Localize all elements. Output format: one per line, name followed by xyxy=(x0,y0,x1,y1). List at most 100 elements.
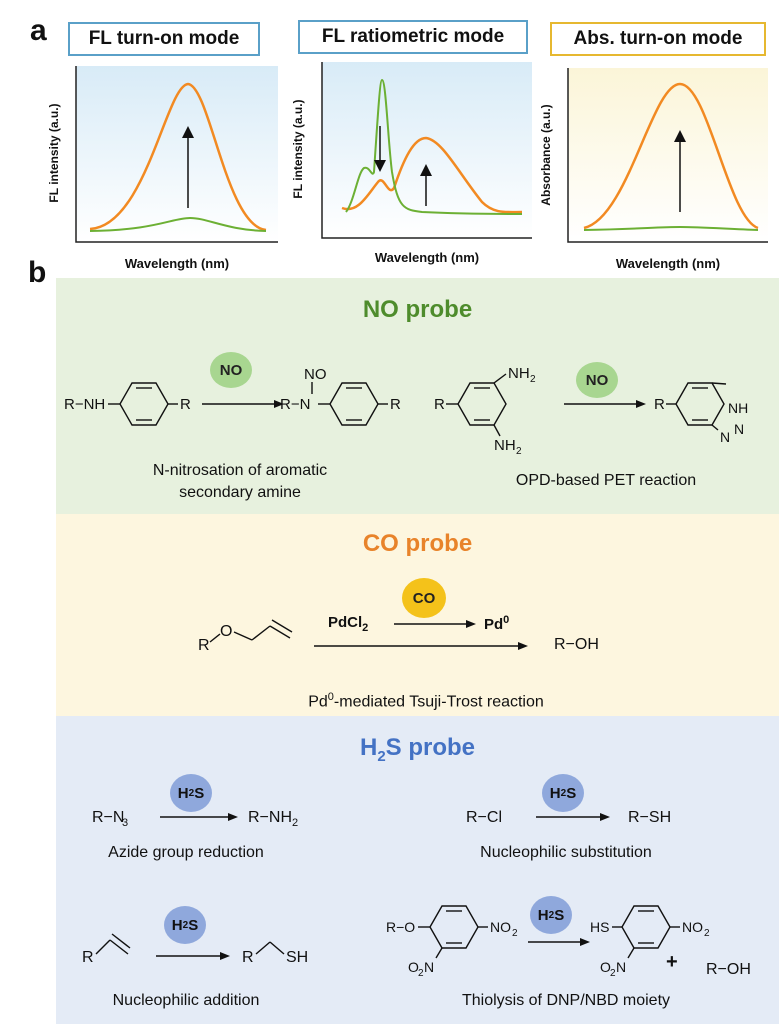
svg-text:R: R xyxy=(654,396,665,413)
svg-text:2: 2 xyxy=(530,374,536,385)
co-pd0: Pd0 xyxy=(484,614,510,633)
plot-fl-ratiometric xyxy=(321,62,532,239)
svg-text:R−OH: R−OH xyxy=(706,961,751,978)
no-r1-reactant-rnh: R−NH xyxy=(64,396,105,413)
svg-text:N: N xyxy=(734,421,744,437)
svg-text:R: R xyxy=(82,949,94,966)
no-probe-title: NO probe xyxy=(362,296,473,323)
svg-text:R: R xyxy=(434,396,445,413)
svg-text:HS: HS xyxy=(590,919,609,935)
svg-text:2: 2 xyxy=(418,968,424,979)
svg-text:SH: SH xyxy=(286,949,308,966)
h2s-caption-substitution: Nucleophilic substitution xyxy=(480,844,652,861)
no-caption-1-line-1: N-nitrosation of aromatic xyxy=(152,462,328,479)
svg-text:R−O: R−O xyxy=(386,919,415,935)
svg-text:N: N xyxy=(616,959,626,975)
h2s-caption-thiolysis: Thiolysis of DNP/NBD moiety xyxy=(461,992,671,1009)
plot-1-orange-curve xyxy=(89,82,267,232)
no-bubble-2: NO xyxy=(576,362,618,398)
no-r2-benzotriazole xyxy=(675,382,725,426)
panel-b-letter: b xyxy=(28,256,47,289)
svg-text:N: N xyxy=(720,429,730,445)
no-probe-section: NO probe NO NO R−NH R R−N NO R xyxy=(56,278,779,514)
co-probe-title: CO probe xyxy=(362,530,473,557)
no-r2-benzene-1 xyxy=(457,382,507,426)
co-caption: Pd0-mediated Tsuji-Trost reaction xyxy=(308,691,544,711)
h2s-caption-azide: Azide group reduction xyxy=(108,844,264,861)
h2s-reaction-schemes: R−N 3 R−NH 2 R−Cl R−SH R R SH R−O xyxy=(82,809,751,979)
svg-text:O: O xyxy=(220,623,232,640)
no-reaction-schemes: R−NH R R−N NO R R xyxy=(64,365,748,457)
plot-3-up-arrowhead xyxy=(674,130,686,142)
svg-text:R−N: R−N xyxy=(92,809,124,826)
plot-fl-turn-on xyxy=(75,66,278,243)
plot-2-up-arrowhead xyxy=(420,164,432,176)
svg-text:R−SH: R−SH xyxy=(628,809,671,826)
plot-abs-turn-on xyxy=(567,68,768,243)
plot-1-axes xyxy=(75,66,278,243)
h2s-caption-addition: Nucleophilic addition xyxy=(112,992,260,1009)
plot-1-green-curve xyxy=(89,216,267,232)
svg-text:2: 2 xyxy=(704,928,710,939)
no-r1-benzene-2 xyxy=(329,382,379,426)
svg-text:NO: NO xyxy=(682,919,703,935)
plot-1-xlabel: Wavelength (nm) xyxy=(124,256,230,271)
plot-2-green-curve xyxy=(345,78,523,215)
plot-3-background xyxy=(568,68,768,242)
plot-2-xlabel: Wavelength (nm) xyxy=(374,250,480,265)
svg-text:2: 2 xyxy=(512,928,518,939)
co-product: R−OH xyxy=(554,636,599,653)
no-caption-1: N-nitrosation of aromatic secondary amin… xyxy=(110,460,370,504)
plot-2-background xyxy=(322,62,532,238)
svg-text:NH: NH xyxy=(728,400,748,416)
no-caption-1-line-2: secondary amine xyxy=(179,484,301,501)
svg-text:2: 2 xyxy=(516,446,522,457)
co-reagent: PdCl2 xyxy=(328,614,369,634)
svg-text:R: R xyxy=(198,637,210,654)
plot-1-background xyxy=(76,66,278,242)
svg-text:N: N xyxy=(424,959,434,975)
plot-3-axes xyxy=(567,68,768,243)
no-bubble-1: NO xyxy=(210,352,252,388)
svg-text:R: R xyxy=(390,396,401,413)
panel-a-letter: a xyxy=(30,14,47,47)
svg-text:O: O xyxy=(408,959,419,975)
plot-1-ylabel: FL intensity (a.u.) xyxy=(47,103,61,203)
plot-3-orange-curve xyxy=(583,82,759,230)
svg-text:NO: NO xyxy=(490,919,511,935)
no-caption-2: OPD-based PET reaction xyxy=(515,472,697,489)
co-reaction-scheme: R O xyxy=(198,619,528,654)
svg-text:R: R xyxy=(242,949,254,966)
svg-text:2: 2 xyxy=(292,817,298,829)
h2s-dnp-benzene-1 xyxy=(429,905,479,949)
plot-2-axes xyxy=(321,62,532,239)
plot-1-up-arrowhead xyxy=(182,126,194,138)
svg-text:+: + xyxy=(666,951,678,973)
plot-3-green-curve xyxy=(583,225,759,231)
h2s-dnp-benzene-2 xyxy=(621,905,671,949)
mode-label-abs-turn-on: Abs. turn-on mode xyxy=(550,22,766,56)
svg-text:O: O xyxy=(600,959,611,975)
svg-text:R−Cl: R−Cl xyxy=(466,809,502,826)
svg-text:NH: NH xyxy=(494,437,516,454)
svg-text:R−NH: R−NH xyxy=(248,809,292,826)
h2s-probe-title: H2S probe xyxy=(359,734,476,765)
svg-text:3: 3 xyxy=(122,817,128,829)
svg-text:R: R xyxy=(180,396,191,413)
svg-text:R−N: R−N xyxy=(280,396,310,413)
plot-3-xlabel: Wavelength (nm) xyxy=(615,256,721,271)
svg-text:2: 2 xyxy=(610,968,616,979)
co-bubble: CO xyxy=(402,578,446,618)
mode-label-fl-ratiometric: FL ratiometric mode xyxy=(298,20,528,54)
plot-2-down-arrowhead xyxy=(374,160,386,172)
plot-3-ylabel: Absorbance (a.u.) xyxy=(539,104,553,206)
co-probe-section: CO probe CO R O PdCl2 Pd0 R−OH Pd0-media… xyxy=(56,514,779,716)
svg-text:NH: NH xyxy=(508,365,530,382)
plot-2-orange-curve xyxy=(341,136,523,214)
no-r1-benzene-1 xyxy=(119,382,169,426)
plot-2-ylabel: FL intensity (a.u.) xyxy=(291,99,305,199)
